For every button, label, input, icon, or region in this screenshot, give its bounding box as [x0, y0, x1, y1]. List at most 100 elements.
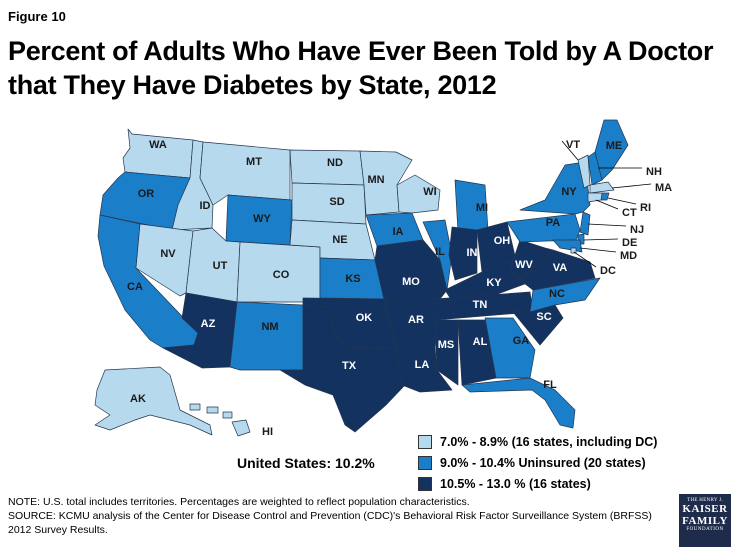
state-label-wa: WA	[149, 139, 167, 151]
state-pa	[506, 213, 581, 243]
chart-title: Percent of Adults Who Have Ever Been Tol…	[8, 36, 714, 100]
state-md	[552, 239, 583, 253]
state-label-ky: KY	[486, 277, 502, 289]
state-label-ar: AR	[408, 314, 424, 326]
state-label-dc: DC	[600, 265, 616, 277]
state-mt	[199, 141, 291, 206]
state-label-pa: PA	[546, 217, 561, 229]
state-label-wv: WV	[515, 259, 533, 271]
leader-line-ri	[607, 197, 637, 205]
footnote: NOTE: U.S. total includes territories. P…	[8, 495, 673, 537]
state-label-vt: VT	[566, 139, 580, 151]
state-label-ga: GA	[513, 335, 530, 347]
state-label-oh: OH	[494, 235, 511, 247]
state-me	[594, 119, 629, 181]
state-label-md: MD	[620, 250, 637, 262]
state-label-ms: MS	[438, 339, 455, 351]
legend-label-dark: 10.5% - 13.0 % (16 states)	[440, 477, 591, 491]
state-label-mn: MN	[367, 174, 384, 186]
state-label-al: AL	[473, 336, 488, 348]
state-label-ca: CA	[127, 281, 143, 293]
legend-swatch-dark	[418, 477, 432, 491]
state-label-nd: ND	[327, 157, 343, 169]
legend-item-dark: 10.5% - 13.0 % (16 states)	[418, 474, 657, 494]
state-dc	[570, 247, 577, 254]
state-il	[422, 219, 453, 291]
state-label-ma: MA	[655, 182, 672, 194]
state-label-nv: NV	[160, 248, 176, 260]
state-label-nm: NM	[261, 321, 278, 333]
state-wa	[122, 128, 194, 179]
state-label-sd: SD	[329, 196, 344, 208]
state-label-hi: HI	[262, 426, 273, 438]
state-ma	[589, 181, 615, 194]
logo-line1: THE HENRY J.	[687, 498, 723, 503]
leader-line-vt	[561, 140, 579, 161]
state-label-il: IL	[435, 246, 445, 258]
state-nj	[579, 211, 591, 236]
leader-line-de	[583, 238, 619, 241]
us-total: United States: 10.2%	[237, 455, 375, 471]
state-label-ut: UT	[213, 260, 228, 272]
legend-item-medium: 9.0% - 10.4% Uninsured (20 states)	[418, 453, 657, 473]
state-nm	[229, 301, 304, 371]
state-label-ne: NE	[332, 234, 347, 246]
state-la	[395, 346, 453, 393]
state-ct	[587, 192, 603, 203]
leader-line-nj	[587, 223, 627, 227]
state-label-nj: NJ	[630, 224, 644, 236]
state-hi	[189, 403, 251, 437]
state-label-id: ID	[200, 200, 211, 212]
legend-label-medium: 9.0% - 10.4% Uninsured (20 states)	[440, 456, 646, 470]
state-label-ct: CT	[622, 207, 637, 219]
state-ak	[94, 366, 213, 436]
legend-swatch-light	[418, 435, 432, 449]
state-label-or: OR	[138, 188, 155, 200]
state-wv	[509, 239, 554, 281]
state-ga	[484, 317, 536, 379]
state-label-ny: NY	[561, 186, 577, 198]
legend: 7.0% - 8.9% (16 states, including DC) 9.…	[418, 432, 657, 495]
state-label-la: LA	[415, 359, 430, 371]
state-label-tx: TX	[342, 360, 357, 372]
leader-line-ma	[611, 183, 652, 189]
state-label-sc: SC	[536, 311, 551, 323]
state-wi	[396, 174, 441, 214]
state-label-de: DE	[622, 237, 637, 249]
state-label-wy: WY	[253, 213, 271, 225]
state-label-mi: MI	[476, 202, 488, 214]
state-label-co: CO	[273, 269, 290, 281]
state-tx	[279, 304, 406, 433]
leader-line-dc	[573, 251, 597, 268]
leader-line-ct	[595, 199, 619, 210]
state-label-ak: AK	[130, 393, 146, 405]
state-in	[448, 226, 478, 281]
state-label-ri: RI	[640, 202, 651, 214]
state-label-nh: NH	[646, 166, 662, 178]
logo-line2: KAISER	[682, 503, 728, 515]
state-label-ks: KS	[345, 273, 360, 285]
legend-item-light: 7.0% - 8.9% (16 states, including DC)	[418, 432, 657, 452]
state-label-in: IN	[467, 247, 478, 259]
state-label-va: VA	[553, 262, 568, 274]
logo-line3: FAMILY	[682, 515, 728, 527]
state-label-nc: NC	[549, 288, 565, 300]
state-label-wi: WI	[423, 186, 436, 198]
state-label-ok: OK	[356, 312, 373, 324]
state-label-ia: IA	[393, 226, 404, 238]
state-label-fl: FL	[543, 379, 557, 391]
kff-logo: THE HENRY J. KAISER FAMILY FOUNDATION	[679, 494, 731, 547]
state-ms	[434, 319, 459, 386]
state-label-me: ME	[606, 140, 623, 152]
legend-swatch-medium	[418, 456, 432, 470]
source-text: SOURCE: KCMU analysis of the Center for …	[8, 510, 652, 536]
leader-line-md	[579, 247, 617, 253]
state-nc	[529, 277, 601, 313]
state-label-az: AZ	[201, 318, 216, 330]
state-mo	[374, 239, 448, 300]
state-label-mo: MO	[402, 276, 420, 288]
note-text: NOTE: U.S. total includes territories. P…	[8, 496, 470, 508]
logo-line4: FOUNDATION	[686, 527, 724, 532]
legend-label-light: 7.0% - 8.9% (16 states, including DC)	[440, 435, 658, 449]
